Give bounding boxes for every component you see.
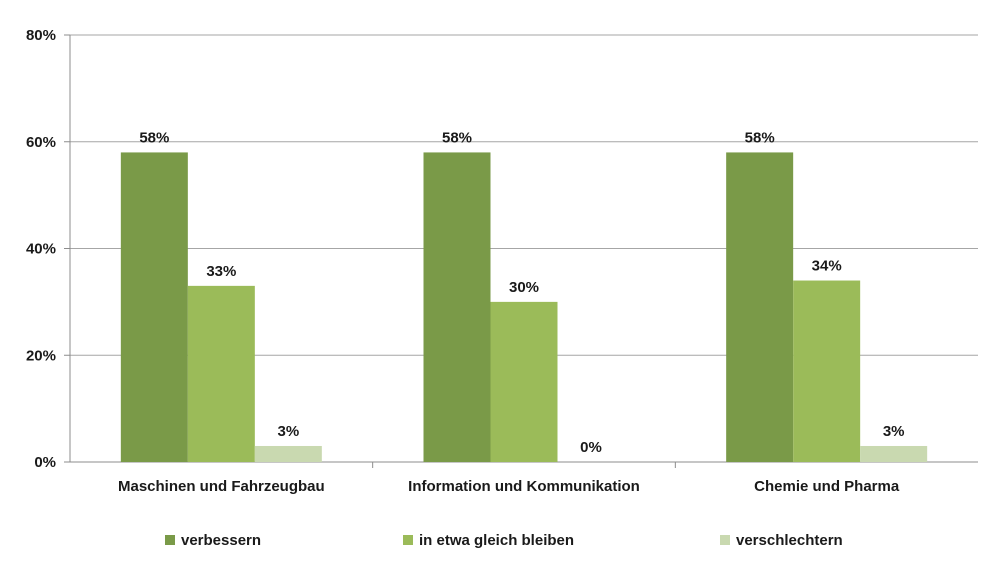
bars [120, 152, 928, 463]
bar-in-etwa-gleich-bleiben-chemie-und-pharma [793, 280, 861, 462]
data-label: 58% [139, 129, 169, 146]
bar-verbessern-chemie-und-pharma [726, 152, 794, 463]
legend-swatch [165, 535, 175, 545]
data-label: 3% [883, 423, 905, 440]
data-label: 33% [206, 263, 236, 280]
y-tick-label: 60% [26, 134, 56, 151]
legend-label: in etwa gleich bleiben [419, 532, 574, 549]
y-tick-label: 0% [34, 454, 56, 471]
legend-swatch [403, 535, 413, 545]
data-label: 3% [277, 423, 299, 440]
legend-item-verschlechtern: verschlechtern [720, 532, 843, 549]
bar-verschlechtern-chemie-und-pharma [860, 445, 928, 462]
bar-verbessern-maschinen-und-fahrzeugbau [120, 152, 188, 463]
y-tick-label: 40% [26, 241, 56, 258]
data-labels: 58% 33% 3% 58% 30% 0% 58% 34% 3% [139, 129, 904, 456]
bar-verschlechtern-maschinen-und-fahrzeugbau [254, 445, 322, 462]
data-label: 58% [745, 129, 775, 146]
legend-item-in-etwa-gleich-bleiben: in etwa gleich bleiben [403, 532, 574, 549]
x-category-label: Information und Kommunikation [408, 478, 640, 495]
legend: verbessern in etwa gleich bleiben verschle… [165, 532, 843, 549]
legend-swatch [720, 535, 730, 545]
bar-verbessern-information-und-kommunikation [423, 152, 491, 463]
bar-in-etwa-gleich-bleiben-maschinen-und-fahrzeugbau [187, 285, 255, 462]
data-label: 34% [812, 258, 842, 275]
x-category-label: Chemie und Pharma [754, 478, 900, 495]
legend-label: verbessern [181, 532, 261, 549]
legend-label: verschlechtern [736, 532, 843, 549]
data-label: 58% [442, 129, 472, 146]
x-category-label: Maschinen und Fahrzeugbau [118, 478, 325, 495]
bar-in-etwa-gleich-bleiben-information-und-kommunikation [490, 301, 558, 462]
data-label: 0% [580, 439, 602, 456]
data-label: 30% [509, 279, 539, 296]
y-tick-label: 20% [26, 347, 56, 364]
legend-item-verbessern: verbessern [165, 532, 261, 549]
y-tick-label: 80% [26, 27, 56, 44]
axes: 0% 20% 40% 60% 80% Maschinen und Fahrzeugbau I… [26, 27, 978, 495]
